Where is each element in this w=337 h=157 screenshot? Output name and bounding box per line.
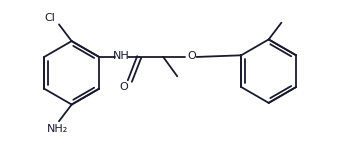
Text: Cl: Cl [44, 13, 55, 23]
Text: O: O [120, 82, 128, 92]
Text: NH₂: NH₂ [47, 124, 68, 134]
Text: NH: NH [113, 51, 130, 61]
Text: O: O [187, 51, 196, 61]
